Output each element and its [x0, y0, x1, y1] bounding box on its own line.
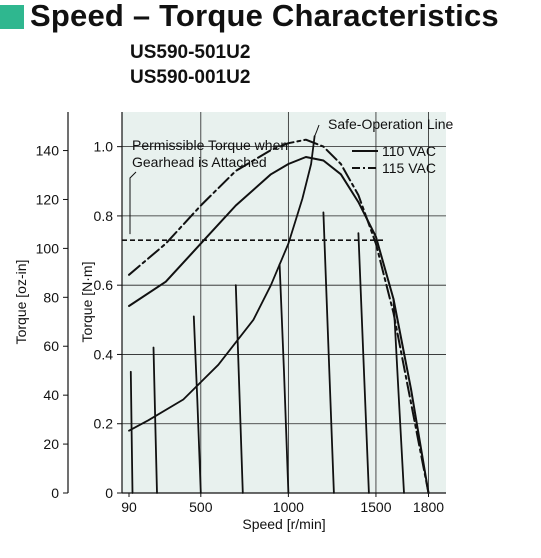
y2-tick-label: 100	[36, 240, 60, 256]
permissible-leader	[129, 171, 137, 235]
curve-group	[122, 124, 430, 494]
load-drop-line	[129, 370, 134, 494]
load-drop-line	[152, 346, 158, 494]
model-list: US590-501U2 US590-001U2	[130, 40, 250, 90]
load-drop-line	[192, 315, 202, 494]
y-tick-label: 0.8	[94, 208, 114, 224]
x-tick-label: 1000	[273, 499, 304, 515]
heading-accent-square	[0, 5, 24, 29]
load-drop-line	[278, 263, 290, 494]
y-tick-label: 1.0	[94, 139, 114, 155]
y2-tick-label: 20	[43, 436, 59, 452]
heading: Speed – Torque Characteristics	[0, 0, 499, 33]
x-tick-label: 90	[121, 499, 137, 515]
safe-operation-line	[128, 135, 316, 432]
safe-operation-label: Safe-Operation Line	[328, 116, 454, 132]
page-title: Speed – Torque Characteristics	[30, 0, 499, 33]
y2-tick-label: 60	[43, 338, 59, 354]
x-tick-label: 500	[189, 499, 213, 515]
y2-axis-label: Torque [oz-in]	[13, 260, 29, 345]
curve-110vac	[128, 156, 430, 494]
y-axis-label: Torque [N·m]	[79, 262, 95, 343]
permissible-torque-label-2: Gearhead is Attached	[132, 154, 267, 170]
x-axis-label: Speed [r/min]	[242, 516, 325, 532]
axes: 0 0.2 0.4 0.6 0.8 1.0 90 500 1000 1500 1800 0 20 40 60…	[36, 112, 446, 515]
load-drop-line	[322, 211, 335, 494]
chart-labels: Torque [N·m] Torque [oz-in] Speed [r/min…	[13, 116, 454, 532]
x-tick-label: 1500	[360, 499, 391, 515]
permissible-torque-label-1: Permissible Torque when	[132, 137, 288, 153]
load-drop-line	[357, 232, 370, 494]
legend-label-110vac: 110 VAC	[382, 143, 436, 159]
y2-tick-label: 80	[43, 289, 59, 305]
y-tick-label: 0.4	[94, 346, 114, 362]
x-tick-label: 1800	[413, 499, 444, 515]
plot-area	[122, 112, 446, 493]
y2-tick-label: 140	[36, 143, 60, 159]
y-tick-label: 0	[105, 485, 113, 501]
model-name-2: US590-001U2	[130, 67, 251, 88]
model-name-1: US590-501U2	[130, 42, 251, 63]
y2-tick-label: 120	[36, 191, 60, 207]
y-tick-label: 0.6	[94, 277, 114, 293]
load-drop-line	[392, 298, 405, 494]
legend-label-115vac: 115 VAC	[382, 160, 436, 176]
curve-115vac	[128, 138, 430, 494]
safe-line-leader	[314, 124, 320, 137]
y2-tick-label: 0	[51, 485, 59, 501]
grid-lines	[122, 112, 446, 493]
load-drop-line	[234, 284, 244, 494]
y2-tick-label: 40	[43, 387, 59, 403]
y-tick-label: 0.2	[94, 416, 114, 432]
